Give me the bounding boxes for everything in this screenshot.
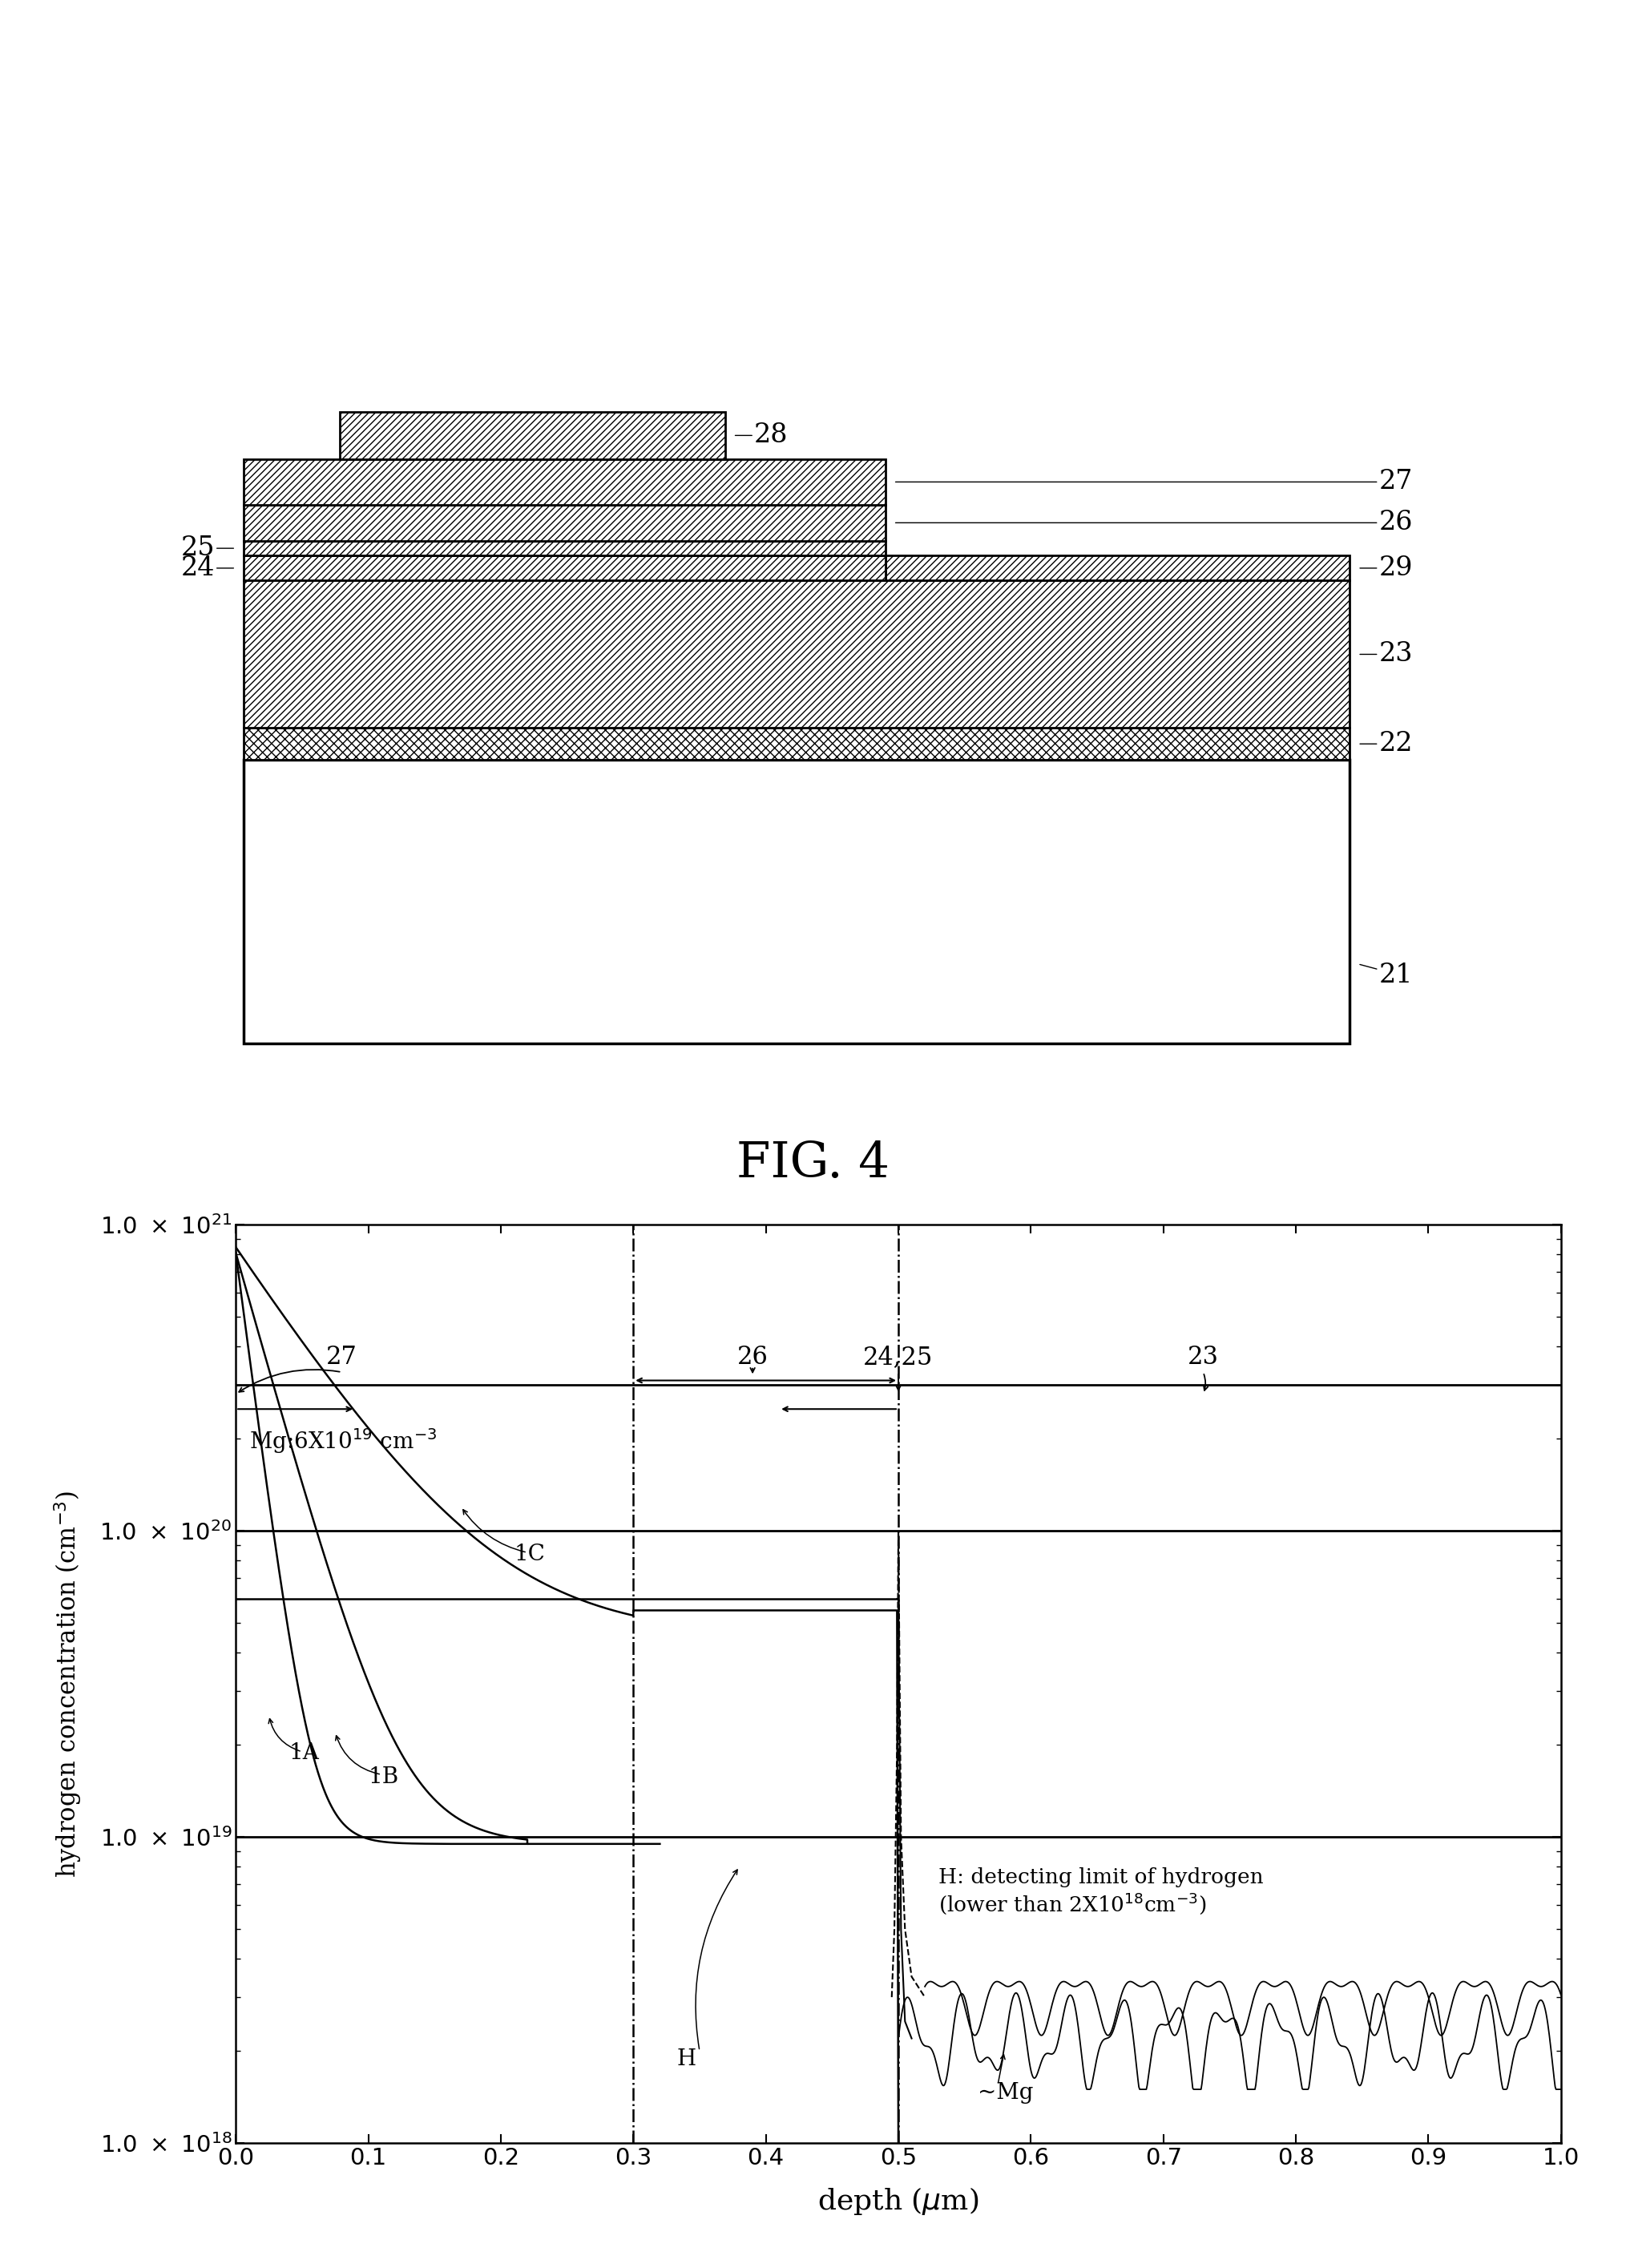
Bar <box>244 728 1350 760</box>
Bar <box>244 760 1350 1043</box>
Bar <box>340 413 725 458</box>
Text: 26: 26 <box>1379 510 1413 535</box>
Bar <box>244 581 1350 728</box>
Text: H: detecting limit of hydrogen
(lower than 2X10$^{18}$cm$^{-3}$): H: detecting limit of hydrogen (lower th… <box>938 1867 1263 1916</box>
Text: 23: 23 <box>1379 642 1413 667</box>
Text: 24: 24 <box>180 556 215 581</box>
Text: 21: 21 <box>1379 962 1413 989</box>
Text: 27: 27 <box>327 1345 358 1370</box>
Text: 28: 28 <box>754 422 789 449</box>
Text: 1C: 1C <box>514 1545 545 1565</box>
Text: 27: 27 <box>1379 469 1413 494</box>
Text: 1B: 1B <box>367 1767 398 1787</box>
Bar <box>244 542 885 556</box>
Bar <box>885 556 1350 581</box>
Bar <box>244 556 885 581</box>
Text: 25: 25 <box>180 535 215 560</box>
Y-axis label: hydrogen concentration (cm$^{-3}$): hydrogen concentration (cm$^{-3}$) <box>52 1490 85 1878</box>
Bar <box>244 503 885 542</box>
Text: 26: 26 <box>737 1345 767 1370</box>
Bar <box>244 460 885 506</box>
Text: FIG. 4: FIG. 4 <box>737 1139 889 1188</box>
Text: 24,25: 24,25 <box>863 1345 933 1370</box>
Text: 29: 29 <box>1379 556 1413 581</box>
Text: 23: 23 <box>1187 1345 1220 1370</box>
Text: Mg:6X10$^{19}$ cm$^{-3}$: Mg:6X10$^{19}$ cm$^{-3}$ <box>249 1427 437 1456</box>
Text: ~Mg: ~Mg <box>977 2082 1034 2102</box>
Text: 22: 22 <box>1379 730 1413 758</box>
Text: 1A: 1A <box>289 1742 319 1765</box>
Text: H: H <box>676 2048 696 2071</box>
X-axis label: depth ($\mu$m): depth ($\mu$m) <box>818 2184 979 2216</box>
